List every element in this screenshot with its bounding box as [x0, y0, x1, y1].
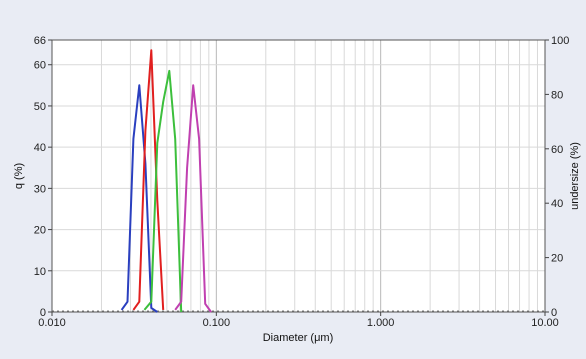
series-layer	[120, 49, 212, 313]
y2-axis-title: undersize (%)	[569, 142, 581, 210]
y-tick-label: 10	[34, 266, 46, 278]
series-line-3	[143, 69, 183, 313]
y2-tick-label: 0	[551, 307, 557, 319]
y-tick-label: 30	[34, 183, 46, 195]
y2-tick-label: 40	[551, 198, 563, 210]
axis-ticks: 0.010 0.100 1.000 10.0001020304050606602040…	[34, 35, 570, 329]
x-tick-label: 0.010	[38, 317, 66, 329]
x-tick-label: 0.100	[203, 317, 231, 329]
y2-tick-label: 60	[551, 144, 563, 156]
plot-area	[52, 40, 545, 312]
y2-tick-label: 80	[551, 89, 563, 101]
y2-tick-label: 100	[551, 35, 569, 47]
y-tick-label: 40	[34, 142, 46, 154]
series-line-1	[120, 84, 158, 313]
y-tick-label: 0	[40, 307, 46, 319]
y-tick-label: 20	[34, 225, 46, 237]
series-line-2	[132, 49, 165, 311]
x-axis-title: Diameter (μm)	[263, 332, 334, 344]
series-line-4	[174, 84, 212, 313]
x-tick-label: 10.00	[531, 317, 559, 329]
x-tick-label: 1.000	[367, 317, 395, 329]
y2-tick-label: 20	[551, 253, 563, 265]
y-tick-label: 50	[34, 101, 46, 113]
y-axis-title: q (%)	[13, 163, 25, 189]
y-tick-label: 66	[34, 35, 46, 47]
y-tick-label: 60	[34, 60, 46, 72]
plot-border	[51, 39, 546, 313]
